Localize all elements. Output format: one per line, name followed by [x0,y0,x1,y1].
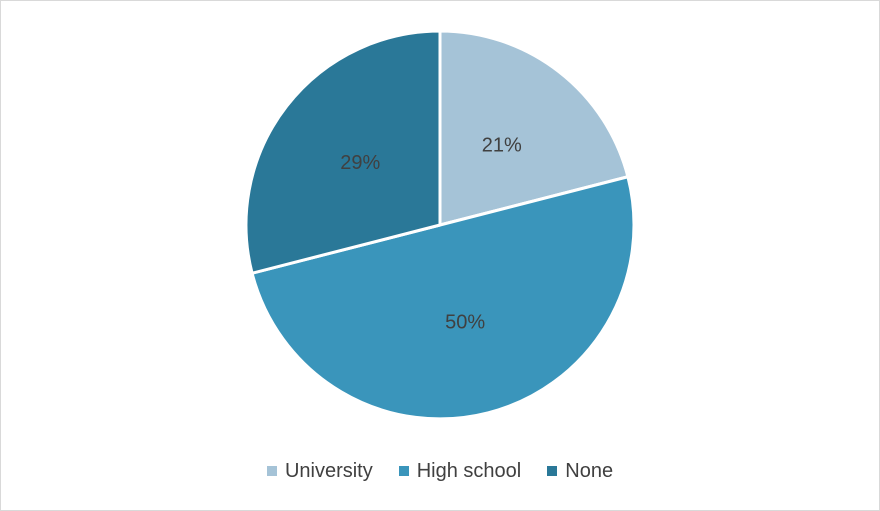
legend: University High school None [0,458,880,484]
data-label-high-school: 50% [445,312,485,334]
legend-item-none: None [547,460,613,483]
data-label-none: 29% [340,152,380,174]
legend-item-university: University [266,459,373,483]
pie-slices [244,29,636,421]
legend-swatch-university [266,466,277,476]
legend-item-high-school: High school [398,459,522,483]
pie-slice-high-school [250,175,636,421]
legend-swatch-none [547,466,558,476]
legend-label-none: None [565,459,614,482]
legend-label-university: University [284,459,373,482]
legend-label-high-school: High school [416,459,522,482]
pie-slice-university [438,29,630,227]
pie-slice-none [244,29,442,275]
legend-swatch-high-school [398,466,409,476]
data-label-university: 21% [482,134,522,156]
pie-data-labels: 21% 50% 29% [340,134,522,333]
